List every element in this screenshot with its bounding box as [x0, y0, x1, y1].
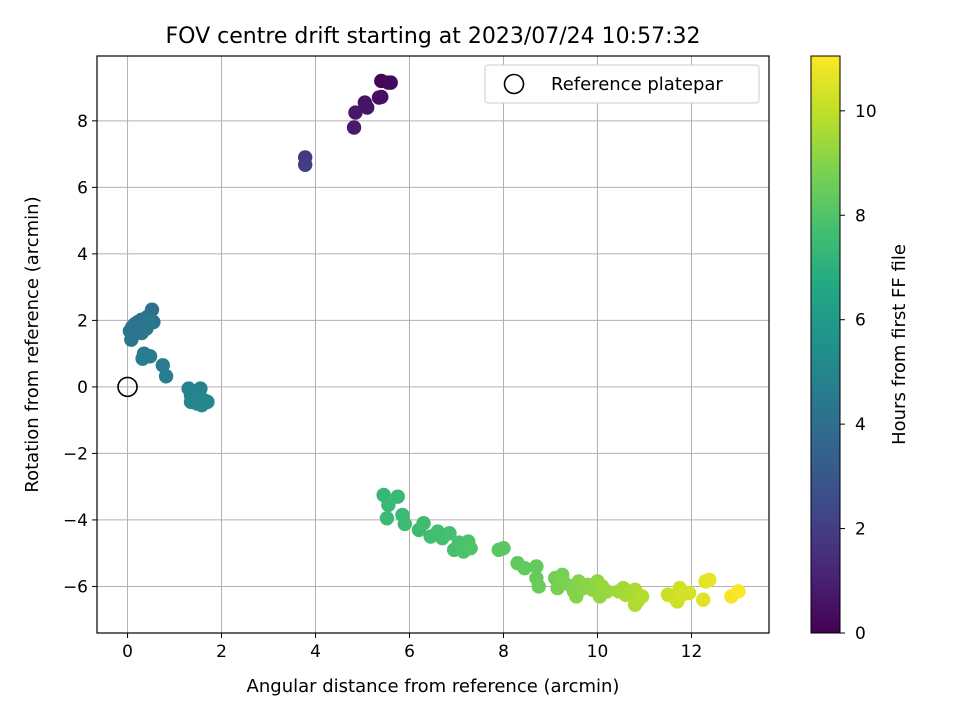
data-point — [124, 332, 139, 347]
colorbar-ticks: 0 2 4 6 8 10 — [840, 102, 877, 644]
data-point — [702, 572, 717, 587]
data-point — [599, 584, 615, 599]
x-axis-label: Angular distance from reference (arcmin) — [247, 676, 620, 697]
data-point — [496, 540, 511, 556]
legend-label: Reference platepar — [551, 74, 723, 95]
data-point — [442, 526, 457, 541]
data-point — [634, 589, 650, 604]
legend-box — [484, 64, 760, 104]
reference-marker — [117, 376, 138, 398]
data-point — [158, 369, 174, 384]
data-point — [381, 497, 396, 513]
data-point — [155, 358, 170, 373]
colorbar-tick-label: 4 — [855, 415, 866, 435]
chart-title: FOV centre drift starting at 2023/07/24 … — [166, 24, 701, 49]
x-tick-label: 12 — [681, 642, 703, 662]
x-tick-label: 8 — [498, 642, 509, 662]
colorbar-tick-label: 6 — [855, 311, 866, 331]
legend: Reference platepar — [484, 64, 760, 104]
data-point — [348, 105, 363, 120]
legend-marker — [503, 73, 525, 95]
x-tick-label: 0 — [122, 642, 133, 662]
points-layer — [122, 73, 746, 612]
data-point — [531, 579, 546, 594]
data-point — [200, 394, 215, 410]
data-point — [529, 559, 544, 574]
colorbar-tick-label: 8 — [855, 206, 866, 226]
data-point — [731, 584, 746, 599]
y-tick-label: 0 — [77, 378, 88, 398]
y-tick-label: 8 — [77, 112, 88, 132]
x-tick-label: 2 — [216, 642, 227, 662]
data-point — [397, 516, 413, 532]
grid — [97, 56, 769, 633]
y-tick-label: 4 — [77, 245, 88, 265]
colorbar-tick-label: 0 — [855, 624, 866, 644]
data-point — [297, 157, 313, 172]
data-point — [463, 540, 478, 556]
y-tick-label: 2 — [77, 311, 88, 331]
x-tick-label: 6 — [404, 642, 415, 662]
data-point — [390, 489, 405, 504]
data-point — [383, 75, 398, 90]
y-tick-label: −4 — [63, 511, 88, 531]
plot-frame — [96, 55, 770, 634]
y-tick-label: −6 — [63, 577, 88, 597]
x-tick-label: 10 — [587, 642, 609, 662]
data-point — [374, 89, 389, 105]
data-point — [517, 560, 532, 576]
x-ticks: 0 2 4 6 8 10 12 — [122, 633, 702, 662]
data-point — [416, 516, 431, 531]
y-ticks: −6 −4 −2 0 2 4 6 8 — [63, 112, 97, 597]
x-tick-label: 4 — [310, 642, 321, 662]
colorbar-gradient — [810, 55, 841, 634]
data-point — [142, 313, 158, 328]
y-axis-label: Rotation from reference (arcmin) — [22, 196, 43, 492]
data-point — [360, 100, 375, 115]
data-point — [681, 585, 697, 601]
data-point — [346, 120, 362, 135]
y-tick-label: 6 — [77, 178, 88, 198]
colorbar-label: Hours from first FF file — [889, 244, 910, 445]
colorbar: 0 2 4 6 8 10 Hours from first FF file — [810, 55, 910, 644]
data-point — [696, 592, 711, 607]
data-point — [142, 349, 158, 364]
y-tick-label: −2 — [63, 444, 88, 464]
data-point — [379, 511, 395, 526]
colorbar-tick-label: 2 — [855, 520, 866, 540]
colorbar-tick-label: 10 — [855, 102, 877, 122]
